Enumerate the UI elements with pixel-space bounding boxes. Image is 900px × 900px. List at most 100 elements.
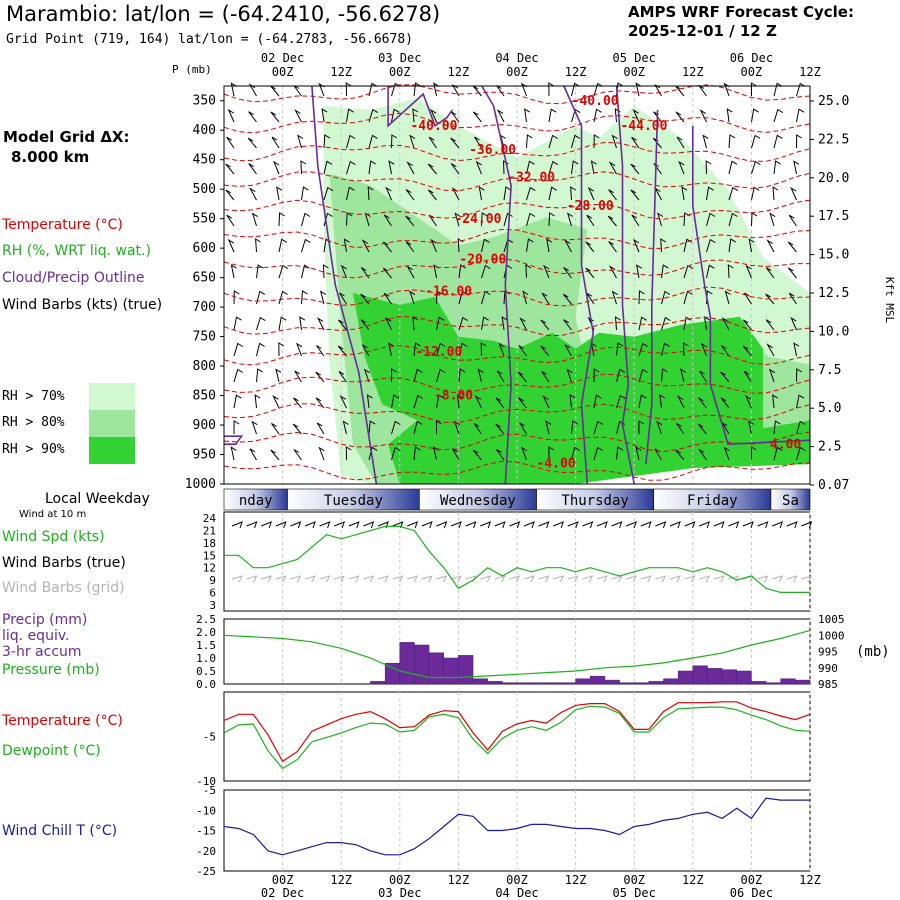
precip-bar [619,682,635,685]
wind-barb [638,316,647,331]
surface-wind-barb [246,521,258,529]
wind-barb [251,212,258,227]
grid-wind-barb [392,575,404,583]
wind-barb [436,368,446,383]
wind-barb [322,264,329,279]
pressure-tick-label: 650 [193,271,216,286]
wind-barb [790,186,797,201]
wind-barb [368,160,376,175]
height-tick-label: 15.0 [818,248,849,263]
grid-wind-barb [757,575,769,583]
wind-barb [585,241,595,253]
wind-barb [472,449,482,461]
wind-barb [521,446,528,461]
grid-wind-barb [450,575,462,583]
wind-barb [323,186,334,201]
wind-barb [748,238,755,253]
wind-barb [772,394,778,409]
isotherm-label: -32.00 [508,171,555,186]
surface-wind-barb [786,521,798,529]
wind-barb [526,186,536,201]
wind-barb [301,290,308,305]
wind-barb [571,108,581,123]
wind-barb [796,82,806,97]
wind-barb [315,397,325,409]
isotherm-label: -12.00 [415,345,462,360]
precip-bar [692,665,708,685]
wind-barb [346,160,356,175]
wind-barb [563,267,572,279]
legend-liq-equiv: liq. equiv. [2,628,70,644]
wind-barb [255,238,261,253]
wind-barb [428,214,437,227]
isotherm-label: -36.00 [469,143,516,158]
height-tick-label: 10.0 [818,324,849,339]
wind-barb [339,292,347,305]
wind-barb [751,160,761,175]
precip-tick-label: 2.0 [196,626,216,639]
wind-barb [698,448,707,461]
wind-barb [522,290,529,305]
wind-barb [321,108,328,123]
wind-tick-label: 12 [203,562,216,575]
wind-barb [361,239,370,253]
temp-tick-label: -10 [196,775,216,788]
bottom-date-label: 03 Dec [378,886,421,900]
wind-barb [233,394,242,409]
wind-barb [248,163,257,175]
wind-barb [698,84,707,97]
surface-barbs-grid [231,575,813,583]
wind-barb [541,370,550,383]
wind-barb [391,394,400,409]
pressure-tick-label: 990 [818,662,838,675]
legend-3hr-accum: 3-hr accum [2,644,82,660]
wind-barb [788,292,797,305]
top-hour-label: 00Z [506,65,528,79]
height-tick-label: 12.5 [818,286,849,301]
wind-barb [519,317,527,331]
precip-bar [751,681,767,685]
pressure-tick-label: 1005 [818,613,845,626]
top-hour-label: 12Z [330,65,352,79]
pressure-tick-label: 750 [193,330,216,345]
surface-wind-barb [567,521,579,529]
wind-barb [706,238,716,253]
wind-barb [301,212,311,227]
wind-barb [563,239,572,253]
wind-barb [653,163,662,175]
wind-barb [631,214,640,227]
top-hour-label: 00Z [623,65,645,79]
precip-bar [633,682,650,685]
wind-barb [339,395,347,409]
wind-barb [593,108,602,123]
grid-wind-barb [304,575,316,583]
surface-wind-barb [553,521,565,529]
wind-barb [474,395,482,409]
wind-barb [409,134,416,149]
wind-barb [271,422,280,435]
precip-bar [795,679,811,685]
height-tick-label: 5.0 [818,401,841,416]
wind-barb [230,82,237,97]
precip-bar [780,678,796,685]
pressure-tick-label: 350 [193,94,216,109]
surface-wind-barb [275,521,287,529]
wind-speed-line [224,525,810,594]
wind-barb [723,446,730,461]
weekday-label: Tuesday [324,493,383,509]
wind-barb [406,161,415,175]
wind-barb [765,267,775,279]
grid-wind-barb [801,575,813,583]
top-hour-label: 00Z [389,65,411,79]
top-date-label: 02 Dec [261,51,304,65]
surface-wind-barb [699,521,711,529]
wind-barb [793,342,800,357]
weekday-label: Friday [687,493,738,509]
wind-barb [360,267,370,279]
wind-barb [526,160,535,175]
wind-barb [346,134,356,149]
wind-barb [638,420,645,435]
wind-barb [436,394,445,409]
wind-barb [458,264,466,279]
cloud-outlines [224,85,811,485]
